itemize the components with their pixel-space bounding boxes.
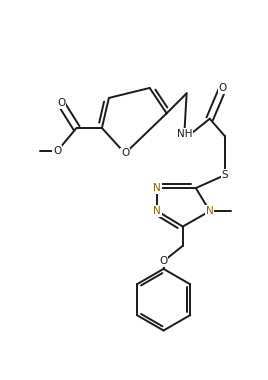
Text: NH: NH (177, 129, 192, 139)
Text: O: O (219, 83, 227, 93)
Text: N: N (154, 206, 161, 216)
Text: O: O (159, 256, 168, 266)
Text: N: N (154, 183, 161, 193)
Text: N: N (206, 206, 214, 216)
Text: O: O (53, 146, 61, 156)
Text: O: O (57, 98, 65, 108)
Text: O: O (121, 149, 129, 158)
Text: S: S (222, 170, 228, 180)
